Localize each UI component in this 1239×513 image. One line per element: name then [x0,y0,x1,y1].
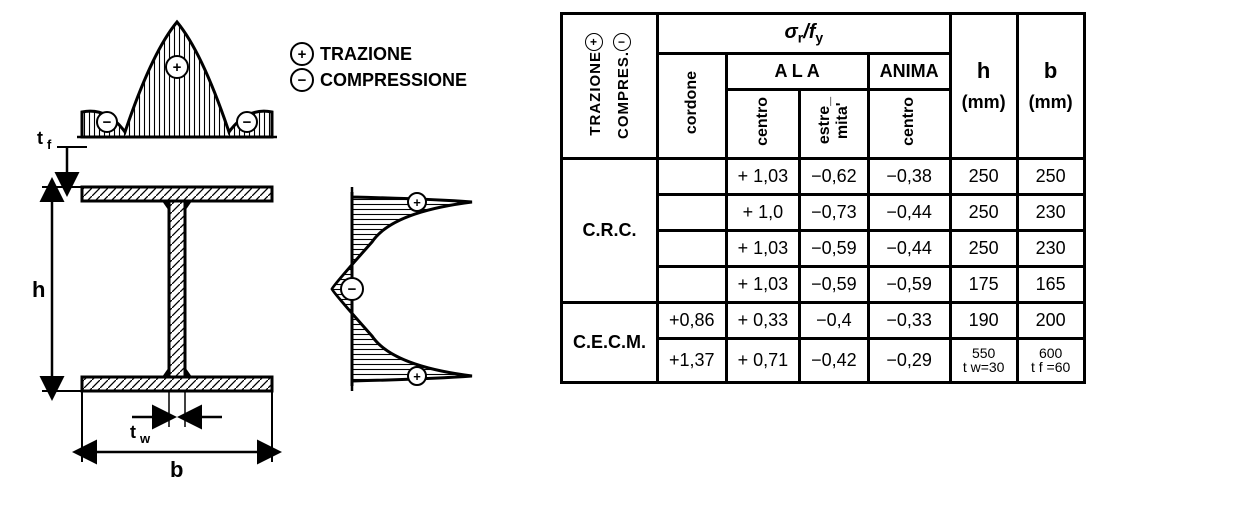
svg-text:h: h [32,277,45,302]
cell-centro_ala: + 1,03 [726,266,800,302]
cell-h: 250 [950,230,1017,266]
col-ala: A L A [726,53,868,89]
stress-table: + TRAZIONE − COMPRES. σr/fy h ( [560,12,1086,384]
cell-centro_anima: −0,38 [868,158,950,194]
i-beam-section [82,187,272,391]
dim-h: h [32,187,82,391]
cell-cordone [658,266,727,302]
svg-text:t: t [130,422,136,442]
cell-h: 250 [950,158,1017,194]
col-h: h (mm) [950,14,1017,159]
cell-centro_anima: −0,44 [868,194,950,230]
cell-centro_anima: −0,33 [868,302,950,338]
cell-centro_anima: −0,44 [868,230,950,266]
table-body: C.R.C.+ 1,03−0,62−0,38250250+ 1,0−0,73−0… [562,158,1085,382]
cell-b: 200 [1017,302,1084,338]
cell-cordone: +0,86 [658,302,727,338]
flange-stress-curve: + − − [77,22,277,137]
cell-centro_ala: + 0,33 [726,302,800,338]
minus-symbol: − [290,68,314,92]
col-centro-ala: centro [726,89,800,158]
svg-text:f: f [47,137,52,152]
cell-centro_anima: −0,59 [868,266,950,302]
cell-b: 600 t f =60 [1017,338,1084,382]
cell-h: 250 [950,194,1017,230]
legend-compressione: COMPRESSIONE [320,70,467,91]
svg-text:+: + [413,195,421,210]
dim-b: b [82,391,272,482]
residual-stress-diagram: + TRAZIONE − COMPRESSIONE [12,12,532,492]
cell-estremita: −0,62 [800,158,869,194]
col-anima: ANIMA [868,53,950,89]
cell-centro_anima: −0,29 [868,338,950,382]
table-row: C.E.C.M.+0,86+ 0,33−0,4−0,33190200 [562,302,1085,338]
svg-text:t: t [37,128,43,148]
cell-centro_ala: + 1,03 [726,230,800,266]
group-label: C.R.C. [562,158,658,302]
cell-h: 190 [950,302,1017,338]
side-header: + TRAZIONE − COMPRES. [562,14,658,159]
svg-text:−: − [348,281,357,298]
col-estremita: estre_ mita' [800,89,869,158]
svg-text:b: b [170,457,183,482]
legend: + TRAZIONE − COMPRESSIONE [290,42,467,94]
web-stress-curve: + + − [332,187,472,391]
col-centro-anima: centro [868,89,950,158]
cell-estremita: −0,42 [800,338,869,382]
col-cordone: cordone [658,53,727,158]
cell-estremita: −0,4 [800,302,869,338]
group-label: C.E.C.M. [562,302,658,382]
svg-text:−: − [243,114,252,131]
svg-text:−: − [103,114,112,131]
cell-b: 250 [1017,158,1084,194]
sigma-header: σr/fy [658,14,951,54]
cell-cordone [658,194,727,230]
svg-text:+: + [413,369,421,384]
cell-cordone [658,158,727,194]
legend-trazione: TRAZIONE [320,44,412,65]
cell-centro_ala: + 0,71 [726,338,800,382]
cell-h: 550 t w=30 [950,338,1017,382]
plus-symbol: + [290,42,314,66]
cell-centro_ala: + 1,03 [726,158,800,194]
stress-table-container: + TRAZIONE − COMPRES. σr/fy h ( [560,12,1086,384]
cell-estremita: −0,59 [800,266,869,302]
cell-estremita: −0,59 [800,230,869,266]
cell-b: 230 [1017,194,1084,230]
cell-b: 165 [1017,266,1084,302]
cell-centro_ala: + 1,0 [726,194,800,230]
cell-estremita: −0,73 [800,194,869,230]
dim-tw: t w [130,391,222,446]
cell-b: 230 [1017,230,1084,266]
svg-text:w: w [139,431,151,446]
cell-h: 175 [950,266,1017,302]
cell-cordone [658,230,727,266]
table-row: C.R.C.+ 1,03−0,62−0,38250250 [562,158,1085,194]
svg-text:+: + [173,59,182,76]
col-b: b (mm) [1017,14,1084,159]
cell-cordone: +1,37 [658,338,727,382]
